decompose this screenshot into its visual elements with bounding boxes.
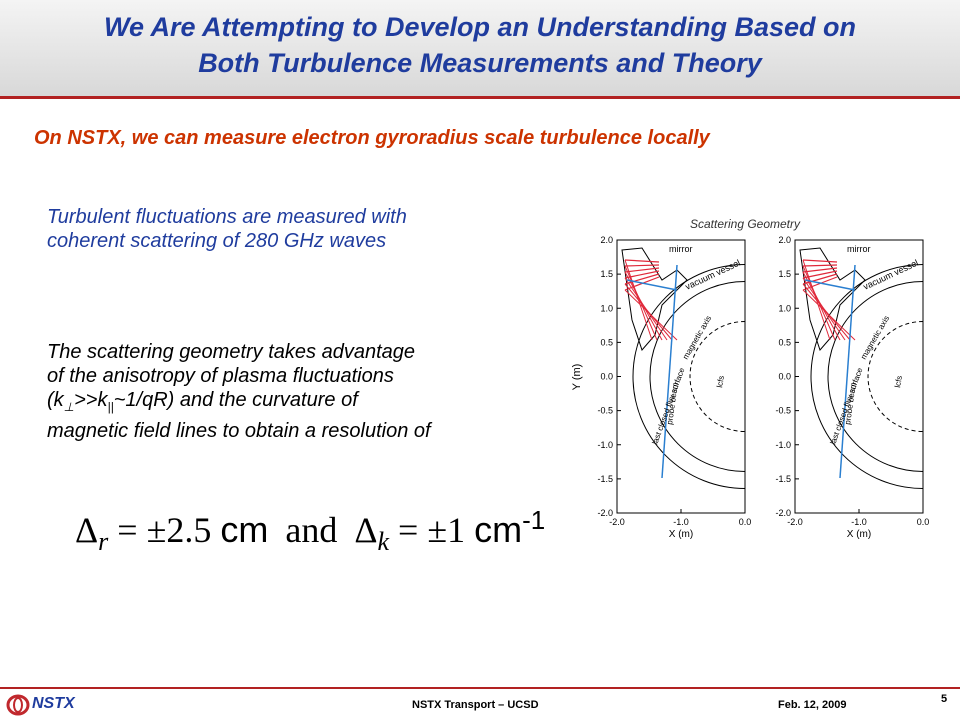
ray (802, 264, 838, 267)
text-line: coherent scattering of 280 GHz waves (47, 230, 387, 252)
y-tick-label: -0.5 (597, 406, 613, 416)
text-line: Turbulent fluctuations are measured with (47, 206, 407, 228)
footer-date: Feb. 12, 2009 (778, 699, 847, 711)
vessel-arc (632, 264, 746, 489)
label-mirror: mirror (669, 244, 693, 254)
unit: cm (220, 509, 269, 550)
subscript: || (107, 400, 114, 414)
figure-title: Scattering Geometry (690, 217, 801, 231)
ray (624, 264, 660, 267)
text: (k (47, 389, 64, 411)
y-tick-label: 0.0 (778, 372, 791, 382)
logo-icon (6, 694, 30, 716)
paragraph: The scattering geometry takes advantage … (47, 340, 431, 443)
probe-beam (661, 264, 678, 479)
probe-beam (839, 264, 856, 479)
unit: cm (474, 509, 523, 550)
y-tick-label: -2.0 (775, 508, 791, 518)
text-line: (k⊥>>k||~1/qR) and the curvature of (47, 388, 431, 419)
subscript: r (98, 527, 109, 557)
label-beam: probe beam (665, 381, 680, 425)
paragraph: Turbulent fluctuations are measured with… (47, 205, 407, 253)
y-tick-label: -2.0 (597, 508, 613, 518)
symbol: Δ (354, 510, 378, 550)
ray (802, 259, 838, 263)
subscript: ⊥ (63, 400, 75, 414)
y-tick-label: -1.5 (775, 474, 791, 484)
ray (624, 273, 660, 285)
ray (624, 289, 678, 341)
y-tick-label: -0.5 (775, 406, 791, 416)
y-tick-label: -1.0 (597, 440, 613, 450)
flux-dashed (689, 321, 746, 432)
y-tick-label: 1.5 (778, 269, 791, 279)
probe-beam (804, 279, 856, 291)
ray (802, 289, 856, 341)
ray (624, 267, 660, 273)
y-tick-label: -1.0 (775, 440, 791, 450)
y-tick-label: 1.0 (778, 303, 791, 313)
symbol: Δ (75, 510, 99, 550)
header: We Are Attempting to Develop an Understa… (0, 0, 960, 99)
text: >>k (74, 389, 108, 411)
ray (802, 267, 838, 273)
flux-dashed (867, 321, 924, 432)
text: = ±1 (398, 510, 466, 550)
y-tick-label: 0.5 (600, 337, 613, 347)
ray (624, 270, 660, 279)
label-mirror: mirror (847, 244, 871, 254)
subtitle: On NSTX, we can measure electron gyrorad… (34, 127, 710, 149)
probe-beam (626, 279, 678, 291)
formula: Δr = ±2.5 cm and Δk = ±1 cm-1 (75, 505, 545, 557)
y-tick-label: -1.5 (597, 474, 613, 484)
ray (802, 273, 838, 285)
label-lcfs: lcfs (715, 375, 726, 388)
y-tick-label: 2.0 (778, 235, 791, 245)
x-tick-label: 0.0 (917, 517, 930, 527)
y-tick-label: 2.0 (600, 235, 613, 245)
title-line: We Are Attempting to Develop an Understa… (103, 12, 857, 42)
y-tick-label: 1.5 (600, 269, 613, 279)
y-axis-label: Y (m) (571, 364, 583, 391)
lcfs-arc (649, 281, 746, 472)
page-number: 5 (941, 693, 948, 705)
superscript: -1 (522, 505, 546, 535)
label-axis: magnetic axis (681, 314, 713, 361)
x-axis-label: X (m) (847, 529, 871, 540)
y-tick-label: 1.0 (600, 303, 613, 313)
text: = ±2.5 (117, 510, 212, 550)
ray (624, 259, 660, 263)
text-line: The scattering geometry takes advantage (47, 341, 415, 363)
figure: Scattering Geometry Y (m) 2.0 1.5 1.0 0.5 0.0 -… (571, 217, 930, 540)
y-tick-label: 0.5 (778, 337, 791, 347)
x-tick-label: -2.0 (787, 517, 803, 527)
x-tick-label: -1.0 (673, 517, 689, 527)
ray (802, 270, 838, 279)
label-lcfs: lcfs (893, 375, 904, 388)
label-axis: magnetic axis (859, 314, 891, 361)
subscript: k (377, 527, 390, 557)
vessel-arc (810, 264, 924, 489)
footer: NSTX NSTX Transport – UCSD Feb. 12, 2009… (0, 687, 960, 722)
footer-center: NSTX Transport – UCSD (412, 699, 539, 711)
text: ~1/qR) and the curvature of (113, 389, 358, 411)
lcfs-arc (827, 281, 924, 472)
text-line: of the anisotropy of plasma fluctuations (47, 365, 394, 387)
text-line: magnetic field lines to obtain a resolut… (47, 420, 431, 442)
x-tick-label: 0.0 (739, 517, 752, 527)
label-beam: probe beam (843, 381, 858, 425)
y-tick-label: 0.0 (600, 372, 613, 382)
x-tick-label: -1.0 (851, 517, 867, 527)
logo-text: NSTX (32, 695, 75, 712)
title-line: Both Turbulence Measurements and Theory (198, 48, 762, 78)
x-axis-label: X (m) (669, 529, 693, 540)
text: and (285, 510, 338, 550)
x-tick-label: -2.0 (609, 517, 625, 527)
